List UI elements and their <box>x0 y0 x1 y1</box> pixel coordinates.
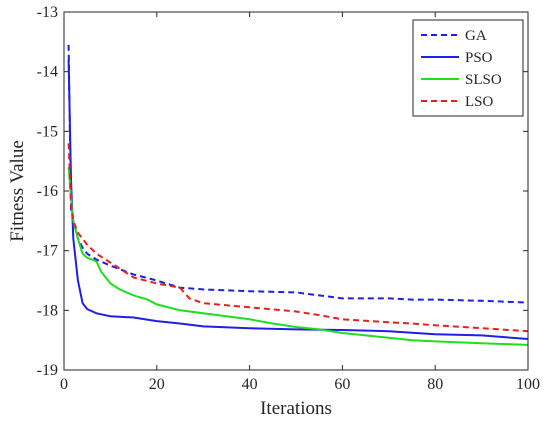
legend-label-ga: GA <box>465 28 487 44</box>
y-tick-label: -15 <box>37 123 58 140</box>
y-tick-label: -16 <box>37 183 58 200</box>
legend-label-pso: PSO <box>465 50 493 66</box>
series-line-lso <box>67 143 529 333</box>
x-tick-label: 20 <box>149 376 165 393</box>
series-line-pso <box>67 59 529 340</box>
y-tick-label: -18 <box>37 302 58 319</box>
x-tick-label: 40 <box>242 376 258 393</box>
legend: GA PSO SLSO LSO <box>412 19 524 117</box>
y-tick-label: -17 <box>37 243 58 260</box>
legend-label-lso: LSO <box>465 94 494 110</box>
legend-label-slso: SLSO <box>465 72 502 88</box>
y-axis-label: Fitness Value <box>7 140 28 242</box>
y-tick-label: -19 <box>37 362 58 379</box>
series-layer <box>67 44 529 346</box>
y-tick-label: -13 <box>37 4 58 21</box>
tick-layer: 0 20 40 60 80 100 -13 -14 -15 -16 -17 -18 -19 <box>37 4 540 393</box>
x-tick-label: 60 <box>334 376 350 393</box>
x-tick-label: 100 <box>516 376 540 393</box>
x-tick-label: 80 <box>427 376 443 393</box>
x-axis-label: Iterations <box>260 398 332 419</box>
x-tick-label: 0 <box>60 376 68 393</box>
y-tick-label: -14 <box>37 64 58 81</box>
series-line-slso <box>67 167 529 346</box>
